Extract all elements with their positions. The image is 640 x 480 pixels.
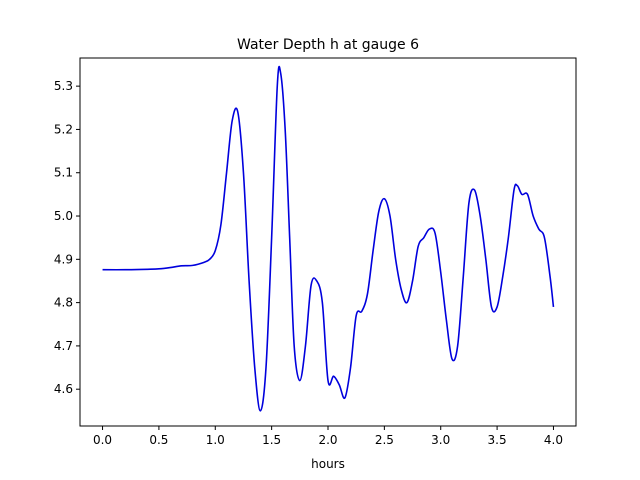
x-tick-label-6: 3.0 xyxy=(431,433,450,447)
x-axis-label: hours xyxy=(311,457,345,471)
x-tick-label-1: 0.5 xyxy=(149,433,168,447)
y-tick-label-0: 4.6 xyxy=(54,382,73,396)
plot-area: 0.0 0.5 1.0 1.5 2.0 2.5 3.0 3.5 4.0 4.6 4.7 4.8 4.9 5… xyxy=(54,57,577,447)
x-tick-label-4: 2.0 xyxy=(318,433,337,447)
x-tick-label-2: 1.0 xyxy=(206,433,225,447)
x-tick-label-3: 1.5 xyxy=(262,433,281,447)
x-tick-label-0: 0.0 xyxy=(93,433,112,447)
x-tick-label-7: 3.5 xyxy=(488,433,507,447)
x-tick-label-8: 4.0 xyxy=(544,433,563,447)
y-tick-label-2: 4.8 xyxy=(54,296,73,310)
chart-title: Water Depth h at gauge 6 xyxy=(237,37,419,53)
y-tick-label-4: 5.0 xyxy=(54,209,73,223)
x-tick-label-5: 2.5 xyxy=(375,433,394,447)
series-line-0 xyxy=(102,65,555,412)
y-tick-label-3: 4.9 xyxy=(54,252,73,266)
y-tick-label-1: 4.7 xyxy=(54,339,73,353)
y-tick-label-6: 5.2 xyxy=(54,122,73,136)
y-tick-label-7: 5.3 xyxy=(54,79,73,93)
y-tick-label-5: 5.1 xyxy=(54,166,73,180)
